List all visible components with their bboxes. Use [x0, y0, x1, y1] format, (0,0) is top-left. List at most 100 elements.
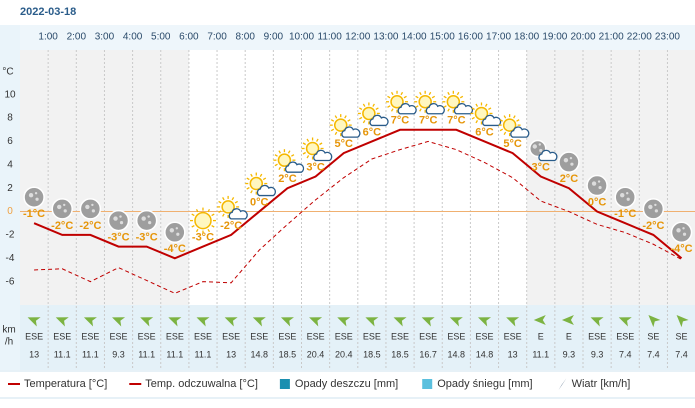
wind-unit: /h [5, 337, 13, 348]
temperature-label: -4°C [670, 243, 692, 255]
wind-speed: 18.5 [363, 349, 381, 359]
sun-ray [475, 120, 479, 124]
moon [642, 198, 665, 220]
temperature-label: 5°C [503, 138, 522, 150]
sun-ray [428, 91, 432, 96]
wind-arrow [168, 317, 182, 327]
cloud [453, 103, 474, 115]
wind-direction: ESE [222, 331, 240, 341]
wind-direction: E [566, 331, 572, 341]
cloud [482, 114, 502, 127]
x-tick-label: 13:00 [373, 32, 398, 43]
moon-spot [85, 204, 90, 210]
wind-arrow [533, 315, 546, 325]
wind-direction: ESE [138, 331, 156, 341]
legend-label: Wiatr [km/h] [572, 378, 631, 390]
wind-speed: 18.5 [391, 349, 409, 359]
weather-icon [245, 172, 276, 197]
sun-ray [447, 91, 450, 96]
legend-marker [279, 379, 290, 389]
night-shade [554, 50, 583, 305]
wind-direction: ESE [194, 331, 212, 341]
sun-ray [330, 128, 335, 132]
moon-spot [175, 227, 179, 230]
temperature-label: -3°C [107, 231, 129, 243]
legend-label: Opady śniegu [mm] [437, 378, 532, 390]
x-tick-label: 21:00 [599, 32, 624, 43]
sun-ray [306, 155, 310, 159]
moon [23, 186, 45, 208]
wind-arrow [561, 315, 574, 325]
sun-ray [359, 107, 363, 111]
night-shade [639, 50, 668, 305]
sun-ray [390, 91, 394, 96]
x-tick-label: 6:00 [179, 32, 199, 43]
sun-ray [443, 105, 447, 108]
temperature-label: 0°C [250, 196, 269, 208]
sun-ray [415, 105, 419, 108]
wind-direction: ESE [588, 331, 606, 341]
sun-ray [287, 150, 291, 154]
wind-speed: 20.4 [335, 349, 353, 359]
weather-icon [586, 174, 608, 197]
legend-marker [558, 378, 567, 390]
weather-icon [329, 114, 361, 138]
wind-direction: ESE [391, 331, 409, 341]
moon-spot [654, 203, 657, 207]
wind-direction: ESE [166, 331, 184, 341]
x-tick-label: 22:00 [627, 32, 652, 43]
date-title: 2022-03-18 [20, 6, 76, 18]
sun-ray [387, 105, 391, 108]
y-tick-label: -6 [6, 276, 15, 287]
moon [79, 198, 102, 220]
wind-arrow [337, 317, 351, 327]
y-tick-label: 2 [7, 183, 13, 194]
moon-spot [654, 209, 658, 213]
temperature-label: 7°C [447, 115, 466, 127]
weather-icon [107, 209, 130, 232]
sun [446, 95, 461, 109]
wind-speed: 7.4 [675, 349, 688, 359]
moon-spot [63, 209, 67, 213]
y-axis-label: °C [2, 67, 13, 78]
moon-spot [119, 215, 122, 218]
wind-speed: 14.8 [476, 349, 494, 359]
moon-spot [532, 144, 537, 149]
cloud [510, 126, 530, 138]
wind-direction: ESE [504, 331, 522, 341]
wind-arrow [676, 315, 689, 328]
wind-speed: 11.1 [166, 349, 183, 359]
sun-ray [347, 119, 351, 122]
temperature-label: -2°C [220, 220, 242, 232]
moon-spot [147, 215, 150, 218]
sun-ray [334, 131, 338, 135]
x-tick-label: 3:00 [95, 32, 115, 43]
wind-arrow [590, 317, 604, 327]
weather-icon [529, 139, 558, 162]
wind-direction: ESE [81, 331, 99, 341]
sun-ray [513, 115, 516, 119]
sun-ray [447, 108, 450, 112]
moon-spot [539, 148, 543, 153]
moon [164, 221, 186, 244]
sun-ray [195, 209, 199, 213]
y-tick-label: 10 [4, 89, 16, 100]
cloud [341, 126, 361, 138]
moon-spot [91, 203, 94, 207]
wind-unit: km [2, 325, 15, 336]
cloud [425, 103, 445, 115]
temperature-label: -2°C [79, 220, 101, 232]
wind-arrow [393, 317, 407, 327]
moon-spot [148, 220, 152, 225]
weather-icon [189, 207, 216, 234]
sun-ray [222, 213, 225, 217]
sun-ray [195, 228, 199, 233]
weather-icon [442, 90, 474, 115]
sun-ray [390, 108, 394, 112]
legend-label: Temperatura [°C] [24, 378, 107, 390]
legend-label: Opady deszczu [mm] [295, 378, 398, 390]
temperature-label: -3°C [192, 231, 214, 243]
sun-ray [319, 142, 323, 146]
wind-arrow [27, 317, 41, 327]
weather-icon [79, 198, 102, 220]
